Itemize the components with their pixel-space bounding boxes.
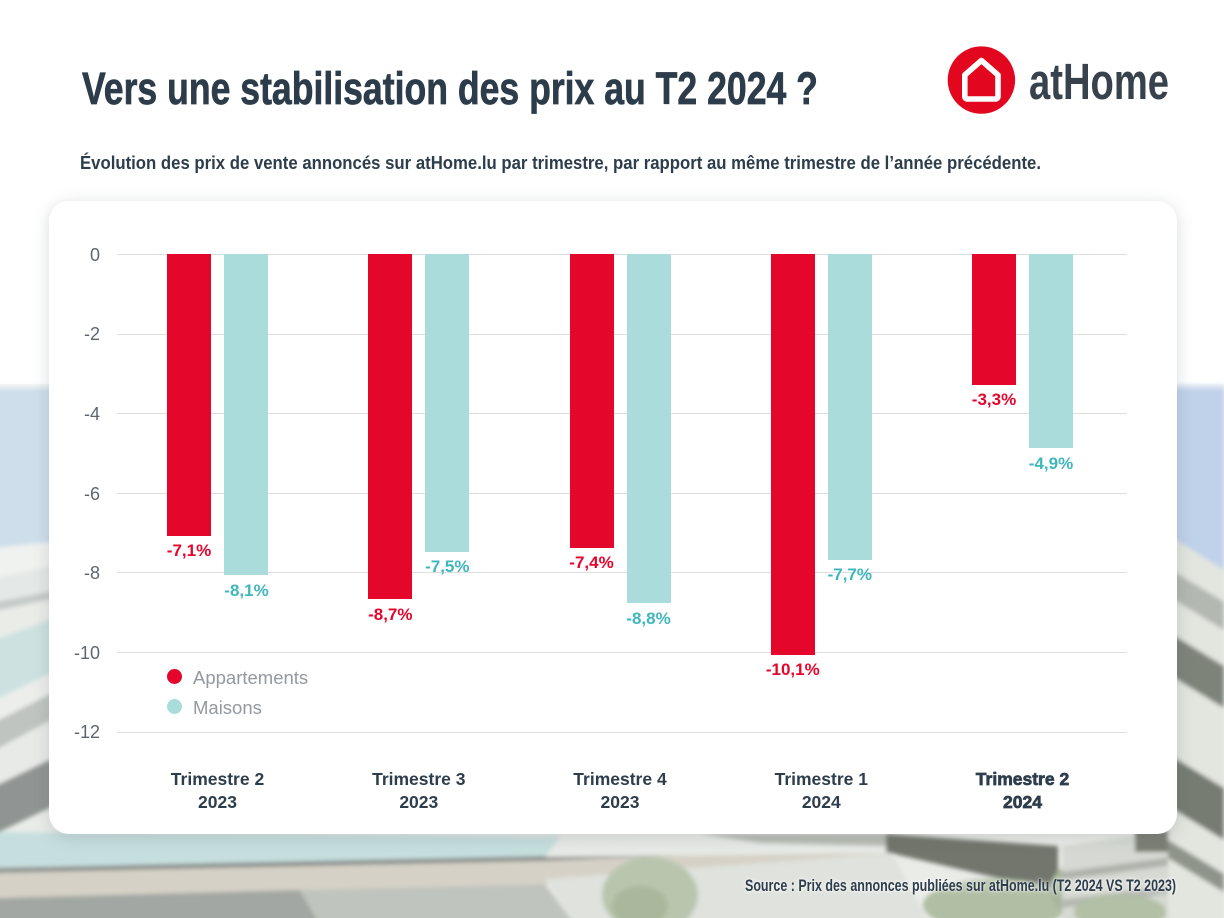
svg-text:atHome: atHome: [1029, 53, 1169, 110]
